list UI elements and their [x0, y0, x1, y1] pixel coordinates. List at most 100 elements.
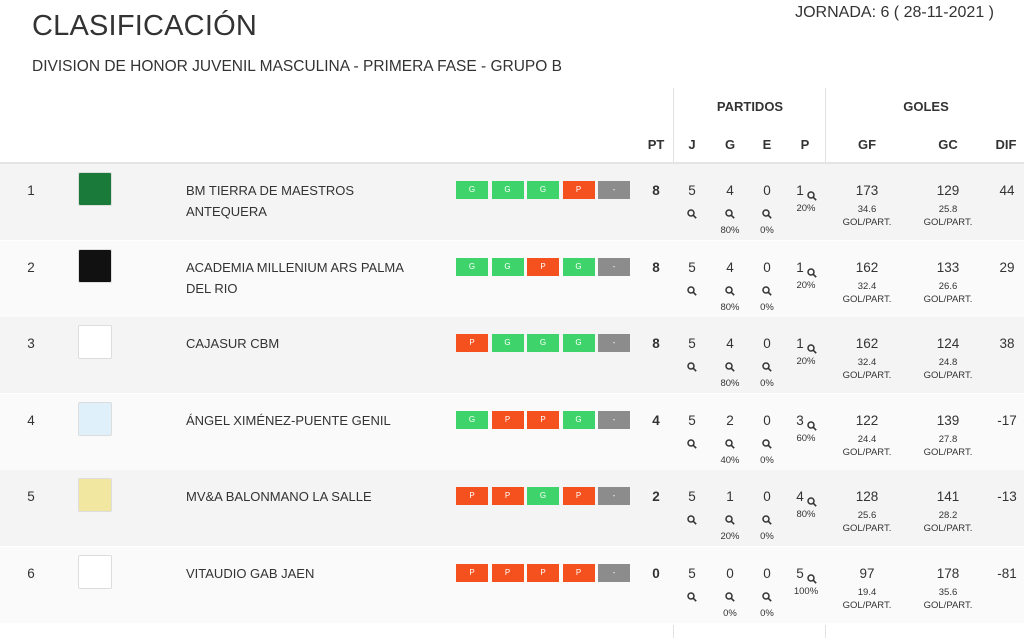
search-icon[interactable] — [687, 589, 697, 602]
team-name: MV&A BALONMANO LA SALLE — [186, 489, 372, 505]
avg-label: GOL/PART. — [842, 217, 892, 228]
search-icon[interactable] — [807, 418, 817, 431]
goals-for-avg: 24.4 — [857, 433, 877, 445]
column-header: E — [762, 137, 772, 152]
position: 4 — [27, 412, 35, 428]
search-icon[interactable] — [807, 341, 817, 354]
position: 5 — [27, 489, 35, 505]
search-icon[interactable] — [762, 589, 772, 602]
search-icon[interactable] — [807, 188, 817, 201]
drawn-percent: 0% — [760, 454, 774, 466]
goals-against-avg: 25.8 — [938, 204, 958, 215]
search-icon[interactable] — [762, 436, 772, 449]
points: 4 — [652, 412, 660, 428]
points: 8 — [652, 183, 660, 198]
drawn: 0 — [763, 183, 771, 198]
column-header: GF — [857, 137, 877, 152]
search-icon[interactable] — [687, 436, 697, 449]
team-name: ÁNGEL XIMÉNEZ-PUENTE GENIL — [186, 412, 391, 428]
lost-percent: 20% — [796, 279, 816, 291]
goals-against: 139 — [936, 412, 960, 428]
goals-for: 162 — [855, 259, 879, 275]
search-icon[interactable] — [762, 359, 772, 372]
goal-difference: 44 — [999, 183, 1015, 198]
team-logo — [78, 401, 112, 436]
column-header: G — [724, 137, 736, 152]
team-logo — [78, 325, 112, 360]
form-result: - — [598, 334, 630, 353]
form-result: G — [527, 334, 559, 353]
played: 5 — [688, 259, 696, 275]
column-header: DIF — [995, 137, 1017, 152]
lost-percent: 80% — [796, 509, 816, 521]
form-result: - — [598, 487, 630, 506]
drawn: 0 — [763, 412, 771, 428]
search-icon[interactable] — [807, 571, 817, 584]
search-icon[interactable] — [687, 206, 697, 219]
goals-against-avg: 35.6 — [938, 587, 958, 598]
form-result: P — [527, 257, 559, 276]
search-icon[interactable] — [725, 589, 735, 602]
drawn: 0 — [763, 489, 771, 505]
goal-difference: -13 — [997, 489, 1017, 505]
matchday: JORNADA: 6 ( 28-11-2021 ) — [795, 4, 994, 21]
played: 5 — [688, 336, 696, 352]
played: 5 — [688, 489, 696, 505]
form-result: P — [562, 487, 595, 506]
goals-for: 173 — [855, 183, 879, 198]
drawn-percent: 0% — [760, 608, 774, 619]
search-icon[interactable] — [762, 206, 772, 219]
position: 3 — [27, 336, 35, 352]
form-result: P — [562, 564, 595, 582]
lost: 1 — [796, 259, 804, 275]
column-header: GC — [938, 137, 958, 152]
form-result: G — [527, 487, 559, 506]
search-icon[interactable] — [762, 283, 772, 296]
search-icon[interactable] — [725, 436, 735, 449]
lost: 3 — [796, 412, 804, 428]
won: 1 — [726, 489, 734, 505]
lost-percent: 20% — [796, 356, 816, 368]
avg-label: GOL/PART. — [842, 523, 892, 535]
team-row: 6 VITAUDIO GAB JAEN P P P P -0 5 0 0 5 0% 0% 100% 97 17… — [0, 547, 1024, 625]
search-icon[interactable] — [687, 283, 697, 296]
avg-label: GOL/PART. — [923, 523, 973, 535]
team-logo — [78, 555, 112, 589]
avg-label: GOL/PART. — [923, 217, 973, 228]
goals-for-avg: 19.4 — [857, 587, 877, 598]
search-icon[interactable] — [687, 359, 697, 372]
search-icon[interactable] — [807, 265, 817, 278]
avg-label: GOL/PART. — [842, 600, 892, 611]
team-name: CAJASUR CBM — [186, 336, 280, 352]
position: 1 — [27, 183, 35, 198]
goals-against-avg: 24.8 — [938, 357, 958, 369]
search-icon[interactable] — [725, 283, 735, 296]
form-result: P — [491, 410, 524, 429]
team-row: 5 MV&A BALONMANO LA SALLE P P G P -2 5 1 0 4 20% 0% 8… — [0, 470, 1024, 549]
goals-against: 124 — [936, 336, 960, 352]
search-icon[interactable] — [725, 512, 735, 526]
lost: 1 — [796, 183, 804, 198]
form-result: P — [491, 564, 524, 582]
form-result: G — [491, 181, 524, 199]
team-logo — [78, 172, 112, 206]
won: 2 — [726, 412, 734, 428]
goals-for-avg: 25.6 — [857, 510, 877, 522]
played: 5 — [688, 566, 696, 581]
drawn-percent: 0% — [760, 378, 774, 390]
points: 0 — [652, 566, 660, 581]
won: 4 — [726, 259, 734, 275]
goal-difference: -17 — [997, 412, 1017, 428]
form-result: G — [562, 334, 595, 353]
won-percent: 80% — [720, 225, 740, 236]
won: 4 — [726, 336, 734, 352]
search-icon[interactable] — [725, 206, 735, 219]
search-icon[interactable] — [762, 512, 772, 526]
lost: 1 — [796, 336, 804, 352]
search-icon[interactable] — [687, 512, 697, 526]
goals-against-avg: 28.2 — [938, 510, 958, 522]
search-icon[interactable] — [725, 359, 735, 372]
goal-difference: -81 — [997, 566, 1017, 581]
won: 4 — [726, 183, 734, 198]
search-icon[interactable] — [807, 494, 817, 508]
